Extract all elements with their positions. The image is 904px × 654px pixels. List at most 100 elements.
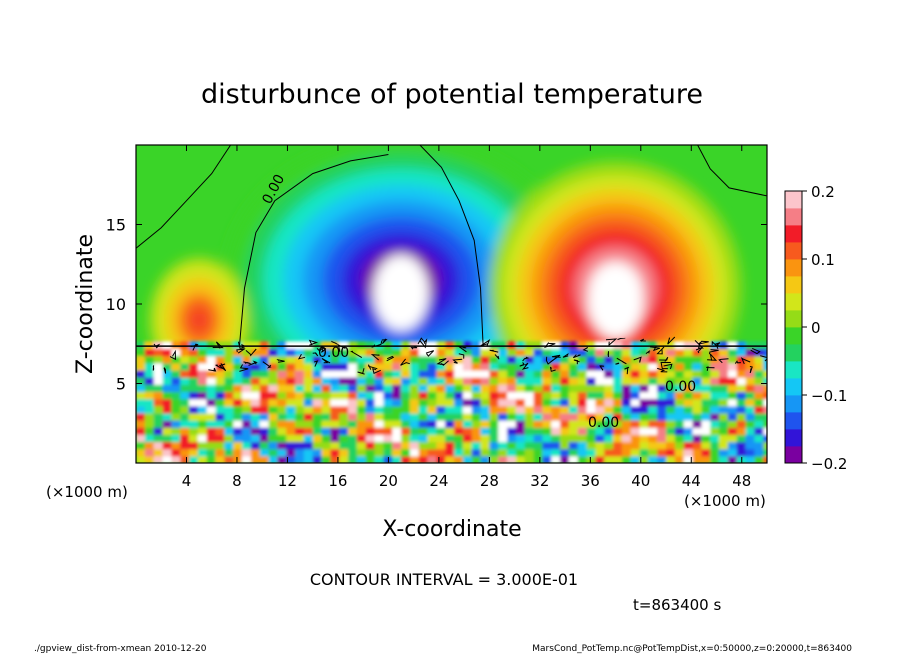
turbulent-cell — [507, 412, 517, 421]
turbulent-cell — [568, 369, 579, 378]
turbulent-cell — [250, 341, 261, 350]
turbulent-cell — [268, 427, 278, 435]
turbulent-cell — [577, 434, 588, 443]
turbulent-cell — [162, 355, 172, 364]
turbulent-cell — [136, 434, 146, 443]
turbulent-cell — [206, 362, 217, 371]
turbulent-cell — [374, 398, 384, 407]
turbulent-cell — [171, 362, 181, 371]
turbulent-cell — [577, 455, 588, 463]
turbulent-cell — [259, 377, 270, 385]
turbulent-cell — [436, 448, 446, 457]
turbulent-cell — [418, 391, 429, 400]
turbulent-cell — [683, 434, 694, 443]
turbulent-cell — [242, 434, 252, 443]
turbulent-cell — [595, 355, 605, 364]
contour-turbulent — [740, 357, 751, 365]
turbulent-cell — [356, 448, 367, 457]
turbulent-cell — [692, 384, 702, 393]
turbulent-cell — [533, 355, 543, 364]
turbulent-cell — [745, 377, 755, 385]
turbulent-cell — [595, 427, 605, 435]
contour-label-2: 0.00 — [318, 345, 349, 361]
turbulent-cell — [613, 420, 623, 428]
turbulent-cell — [277, 398, 287, 407]
turbulent-cell — [224, 412, 234, 421]
turbulent-cell — [630, 441, 641, 450]
contour-turbulent — [410, 345, 418, 350]
turbulent-cell — [356, 369, 367, 378]
turbulent-cell — [462, 377, 473, 385]
turbulent-cell — [471, 341, 482, 350]
turbulent-cell — [701, 391, 711, 400]
turbulent-cell — [197, 377, 208, 385]
turbulent-cell — [515, 441, 526, 450]
turbulent-cell — [630, 377, 641, 385]
colorbar-tick-label: −0.1 — [811, 387, 847, 405]
turbulent-cell — [268, 355, 278, 364]
turbulent-cell — [233, 412, 243, 421]
turbulent-cell — [551, 427, 561, 435]
x-tick-label: 40 — [631, 472, 650, 490]
turbulent-cell — [648, 391, 658, 400]
turbulent-cell — [401, 341, 411, 350]
turbulent-cell — [197, 369, 208, 378]
turbulent-cell — [533, 398, 543, 407]
turbulent-cell — [613, 355, 623, 364]
turbulent-cell — [348, 384, 358, 393]
turbulent-cell — [162, 405, 172, 414]
turbulent-cell — [392, 412, 402, 421]
turbulent-cell — [674, 441, 685, 450]
turbulent-cell — [136, 341, 146, 350]
turbulent-cell — [401, 441, 411, 450]
turbulent-cell — [144, 412, 155, 421]
turbulent-cell — [409, 384, 420, 393]
turbulent-cell — [524, 420, 535, 428]
turbulent-cell — [215, 441, 225, 450]
turbulent-cell — [648, 441, 658, 450]
turbulent-cell — [206, 341, 217, 350]
turbulent-cell — [356, 384, 367, 393]
turbulent-cell — [303, 369, 314, 378]
turbulent-cell — [736, 448, 747, 457]
contour-turbulent — [543, 342, 556, 349]
turbulent-cell — [233, 448, 243, 457]
turbulent-cell — [206, 420, 217, 428]
turbulent-cell — [639, 448, 649, 457]
turbulent-cell — [348, 405, 358, 414]
turbulent-cell — [215, 427, 225, 435]
contour-turbulent — [239, 364, 249, 372]
turbulent-cell — [480, 412, 490, 421]
turbulent-cell — [621, 448, 632, 457]
turbulent-cell — [515, 384, 526, 393]
turbulent-cell — [268, 391, 278, 400]
contour-turbulent — [640, 338, 646, 342]
turbulent-cell — [268, 405, 278, 414]
turbulent-cell — [648, 434, 658, 443]
turbulent-cell — [365, 391, 376, 400]
turbulent-cell — [507, 455, 517, 463]
turbulent-cell — [409, 362, 420, 371]
contour-turbulent — [350, 350, 363, 359]
turbulent-cell — [136, 405, 146, 414]
turbulent-cell — [215, 355, 225, 364]
turbulent-cell — [277, 348, 287, 357]
turbulent-cell — [242, 455, 252, 463]
x-tick-label: 28 — [480, 472, 499, 490]
turbulent-cell — [233, 405, 243, 414]
turbulent-cell — [657, 434, 667, 443]
turbulent-cell — [666, 398, 676, 407]
turbulent-cell — [701, 384, 711, 393]
turbulent-cell — [445, 348, 455, 357]
turbulent-cell — [674, 405, 685, 414]
turbulent-cell — [224, 448, 234, 457]
contour-turbulent — [163, 367, 167, 374]
turbulent-cell — [657, 398, 667, 407]
turbulent-cell — [515, 348, 526, 357]
turbulent-cell — [719, 412, 729, 421]
turbulent-cell — [436, 341, 446, 350]
colorbar-swatch — [785, 412, 802, 430]
turbulent-cell — [180, 362, 190, 371]
turbulent-cell — [215, 384, 225, 393]
turbulent-cell — [727, 448, 738, 457]
